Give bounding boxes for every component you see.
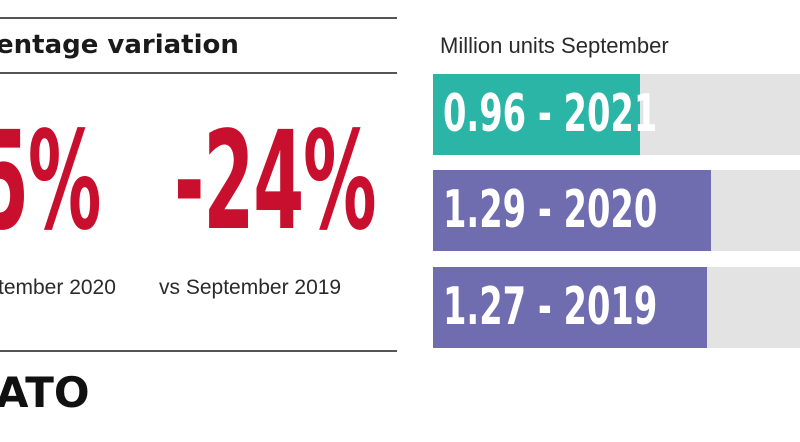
stat-value-2020: 5% — [0, 103, 101, 261]
bar-label-2019: 1.27 - 2019 — [443, 277, 658, 337]
bar-track-2020: 1.29 - 2020 — [433, 170, 800, 251]
top-rule — [0, 17, 397, 19]
bar-track-2021: 0.96 - 2021 — [433, 74, 800, 155]
stat-value-2019: -24% — [174, 103, 377, 261]
bar-track-2019: 1.27 - 2019 — [433, 267, 800, 348]
bar-2021: 0.96 - 2021 — [433, 74, 657, 155]
brand-logo-text: ATO — [0, 368, 90, 417]
bar-label-2021: 0.96 - 2021 — [443, 84, 658, 144]
stat-caption-2020: tember 2020 — [0, 276, 116, 299]
chart-title: Million units September — [440, 33, 669, 58]
bar-2020: 1.29 - 2020 — [433, 170, 712, 251]
heading-rule — [0, 72, 397, 74]
bar-label-2020: 1.29 - 2020 — [443, 180, 658, 240]
bar-2019: 1.27 - 2019 — [433, 267, 708, 348]
stat-caption-2019: vs September 2019 — [159, 276, 342, 299]
section-heading: entage variation — [0, 30, 239, 60]
bottom-rule — [0, 350, 397, 352]
